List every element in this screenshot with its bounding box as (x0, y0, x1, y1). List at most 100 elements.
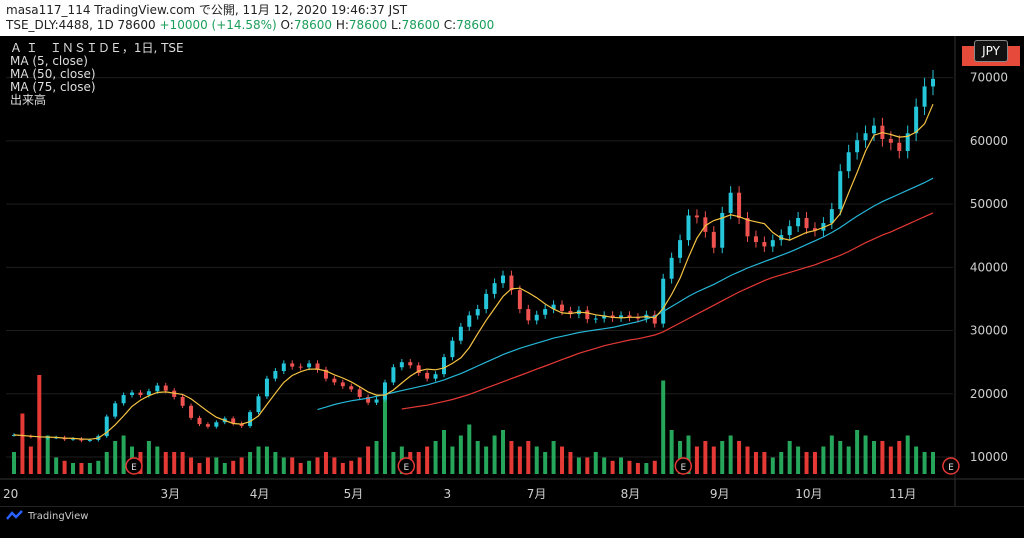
chart-pane[interactable]: 10000 20000 30000 40000 50000 60000 70000 20 3月 4… (0, 36, 1024, 506)
candle-body (905, 133, 910, 151)
candle-body (290, 363, 295, 367)
candle-body (273, 371, 278, 379)
legend-volume[interactable]: 出来高 (10, 93, 47, 107)
candle-body (248, 412, 253, 427)
volume-bar (914, 446, 919, 474)
candle-body (526, 309, 531, 321)
ma50-line (317, 177, 934, 411)
footer-bar (0, 506, 1024, 538)
open-value: 78600 (293, 18, 333, 32)
legend-title: Ａ Ｉ ＩＮＳＩＤＥ，1日, TSE (10, 41, 184, 55)
candle-body (737, 192, 742, 218)
volume-bar (686, 435, 691, 474)
y-tick-label: 40000 (970, 260, 1008, 274)
volume-bar (661, 380, 666, 474)
volume-bar (484, 446, 489, 474)
volume-bar (357, 457, 362, 474)
candle-body (433, 374, 438, 379)
volume-bar (678, 441, 683, 474)
volume-bar (593, 452, 598, 474)
x-tick-label: 3月 (161, 487, 181, 501)
candle-body (37, 436, 42, 439)
volume-bar (796, 446, 801, 474)
brand[interactable]: TradingView (6, 510, 88, 522)
candle-body (610, 315, 615, 318)
legend-ma50[interactable]: MA (50, close) (10, 67, 96, 81)
candle-body (694, 215, 699, 218)
candle-body (408, 362, 413, 366)
volume-bar (838, 441, 843, 474)
candle-body (374, 399, 379, 403)
volume-bar (846, 446, 851, 474)
candle-body (619, 315, 624, 318)
volume-bar (79, 463, 84, 474)
volume-bar (652, 460, 657, 474)
candle-body (661, 278, 666, 324)
candle-body (87, 439, 92, 441)
candle-body (846, 152, 851, 172)
volume-bar (248, 452, 253, 474)
volume-bar (475, 441, 480, 474)
volume-bar (905, 435, 910, 474)
volume-bar (281, 457, 286, 474)
volume-bar (635, 463, 640, 474)
volume-bar (880, 441, 885, 474)
candle-body (366, 396, 371, 403)
volume-bar (711, 446, 716, 474)
volume-bar (290, 457, 295, 474)
candle-body (720, 212, 725, 248)
volume-bar (71, 463, 76, 474)
volume-bar (273, 452, 278, 474)
volume-bar (526, 441, 531, 474)
low-value: 78600 (401, 18, 440, 32)
volume-bar (863, 435, 868, 474)
volume-bar (897, 441, 902, 474)
earnings-marker (942, 457, 960, 475)
candle-body (138, 392, 143, 396)
chart-svg[interactable]: 10000 20000 30000 40000 50000 60000 70000 20 3月 4… (0, 36, 1024, 506)
volume-bar (779, 452, 784, 474)
x-tick-label: 9月 (710, 487, 730, 501)
volume-bar (264, 446, 269, 474)
legend-ma5[interactable]: MA (5, close) (10, 54, 88, 68)
x-tick-label: 20 (3, 487, 18, 501)
x-tick-label: 8月 (621, 487, 641, 501)
candle-body (509, 275, 514, 291)
legend-ma75[interactable]: MA (75, close) (10, 80, 96, 94)
earnings-marker (397, 457, 416, 475)
volume-bar (492, 435, 497, 474)
candle-body (501, 275, 506, 284)
volume-bar (888, 446, 893, 474)
candle-body (130, 392, 135, 396)
candle-body (517, 290, 522, 310)
candle-body (568, 310, 573, 315)
candle-body (855, 140, 860, 153)
volume-bar (62, 460, 67, 474)
ma5-line (13, 103, 934, 440)
x-tick-label: 4月 (250, 487, 270, 501)
symbol-label: TSE_DLY:4488, 1D 78600 (6, 18, 156, 32)
volume-bar (416, 452, 421, 474)
candle-body (745, 218, 750, 237)
volume-bar (829, 435, 834, 474)
indicator-legend: Ａ Ｉ ＩＮＳＩＤＥ，1日, TSE MA (5, close) MA (50,… (10, 42, 184, 107)
candle-body (298, 366, 303, 368)
volume-bar (332, 457, 337, 474)
candle-body (264, 378, 269, 397)
volume-bar (239, 457, 244, 474)
candle-body (239, 423, 244, 427)
volume-bar (155, 446, 160, 474)
volume-bar (180, 452, 185, 474)
x-tick-label: 3 (444, 487, 452, 501)
currency-button[interactable]: JPY (974, 40, 1008, 62)
candle-body (382, 382, 387, 400)
candle-body (256, 396, 261, 413)
tradingview-logo-icon (6, 510, 23, 520)
candle-body (762, 242, 767, 247)
candle-body (155, 385, 160, 392)
candle-body (669, 257, 674, 279)
volume-bar (189, 457, 194, 474)
candle-body (492, 283, 497, 294)
candle-body (593, 318, 598, 320)
